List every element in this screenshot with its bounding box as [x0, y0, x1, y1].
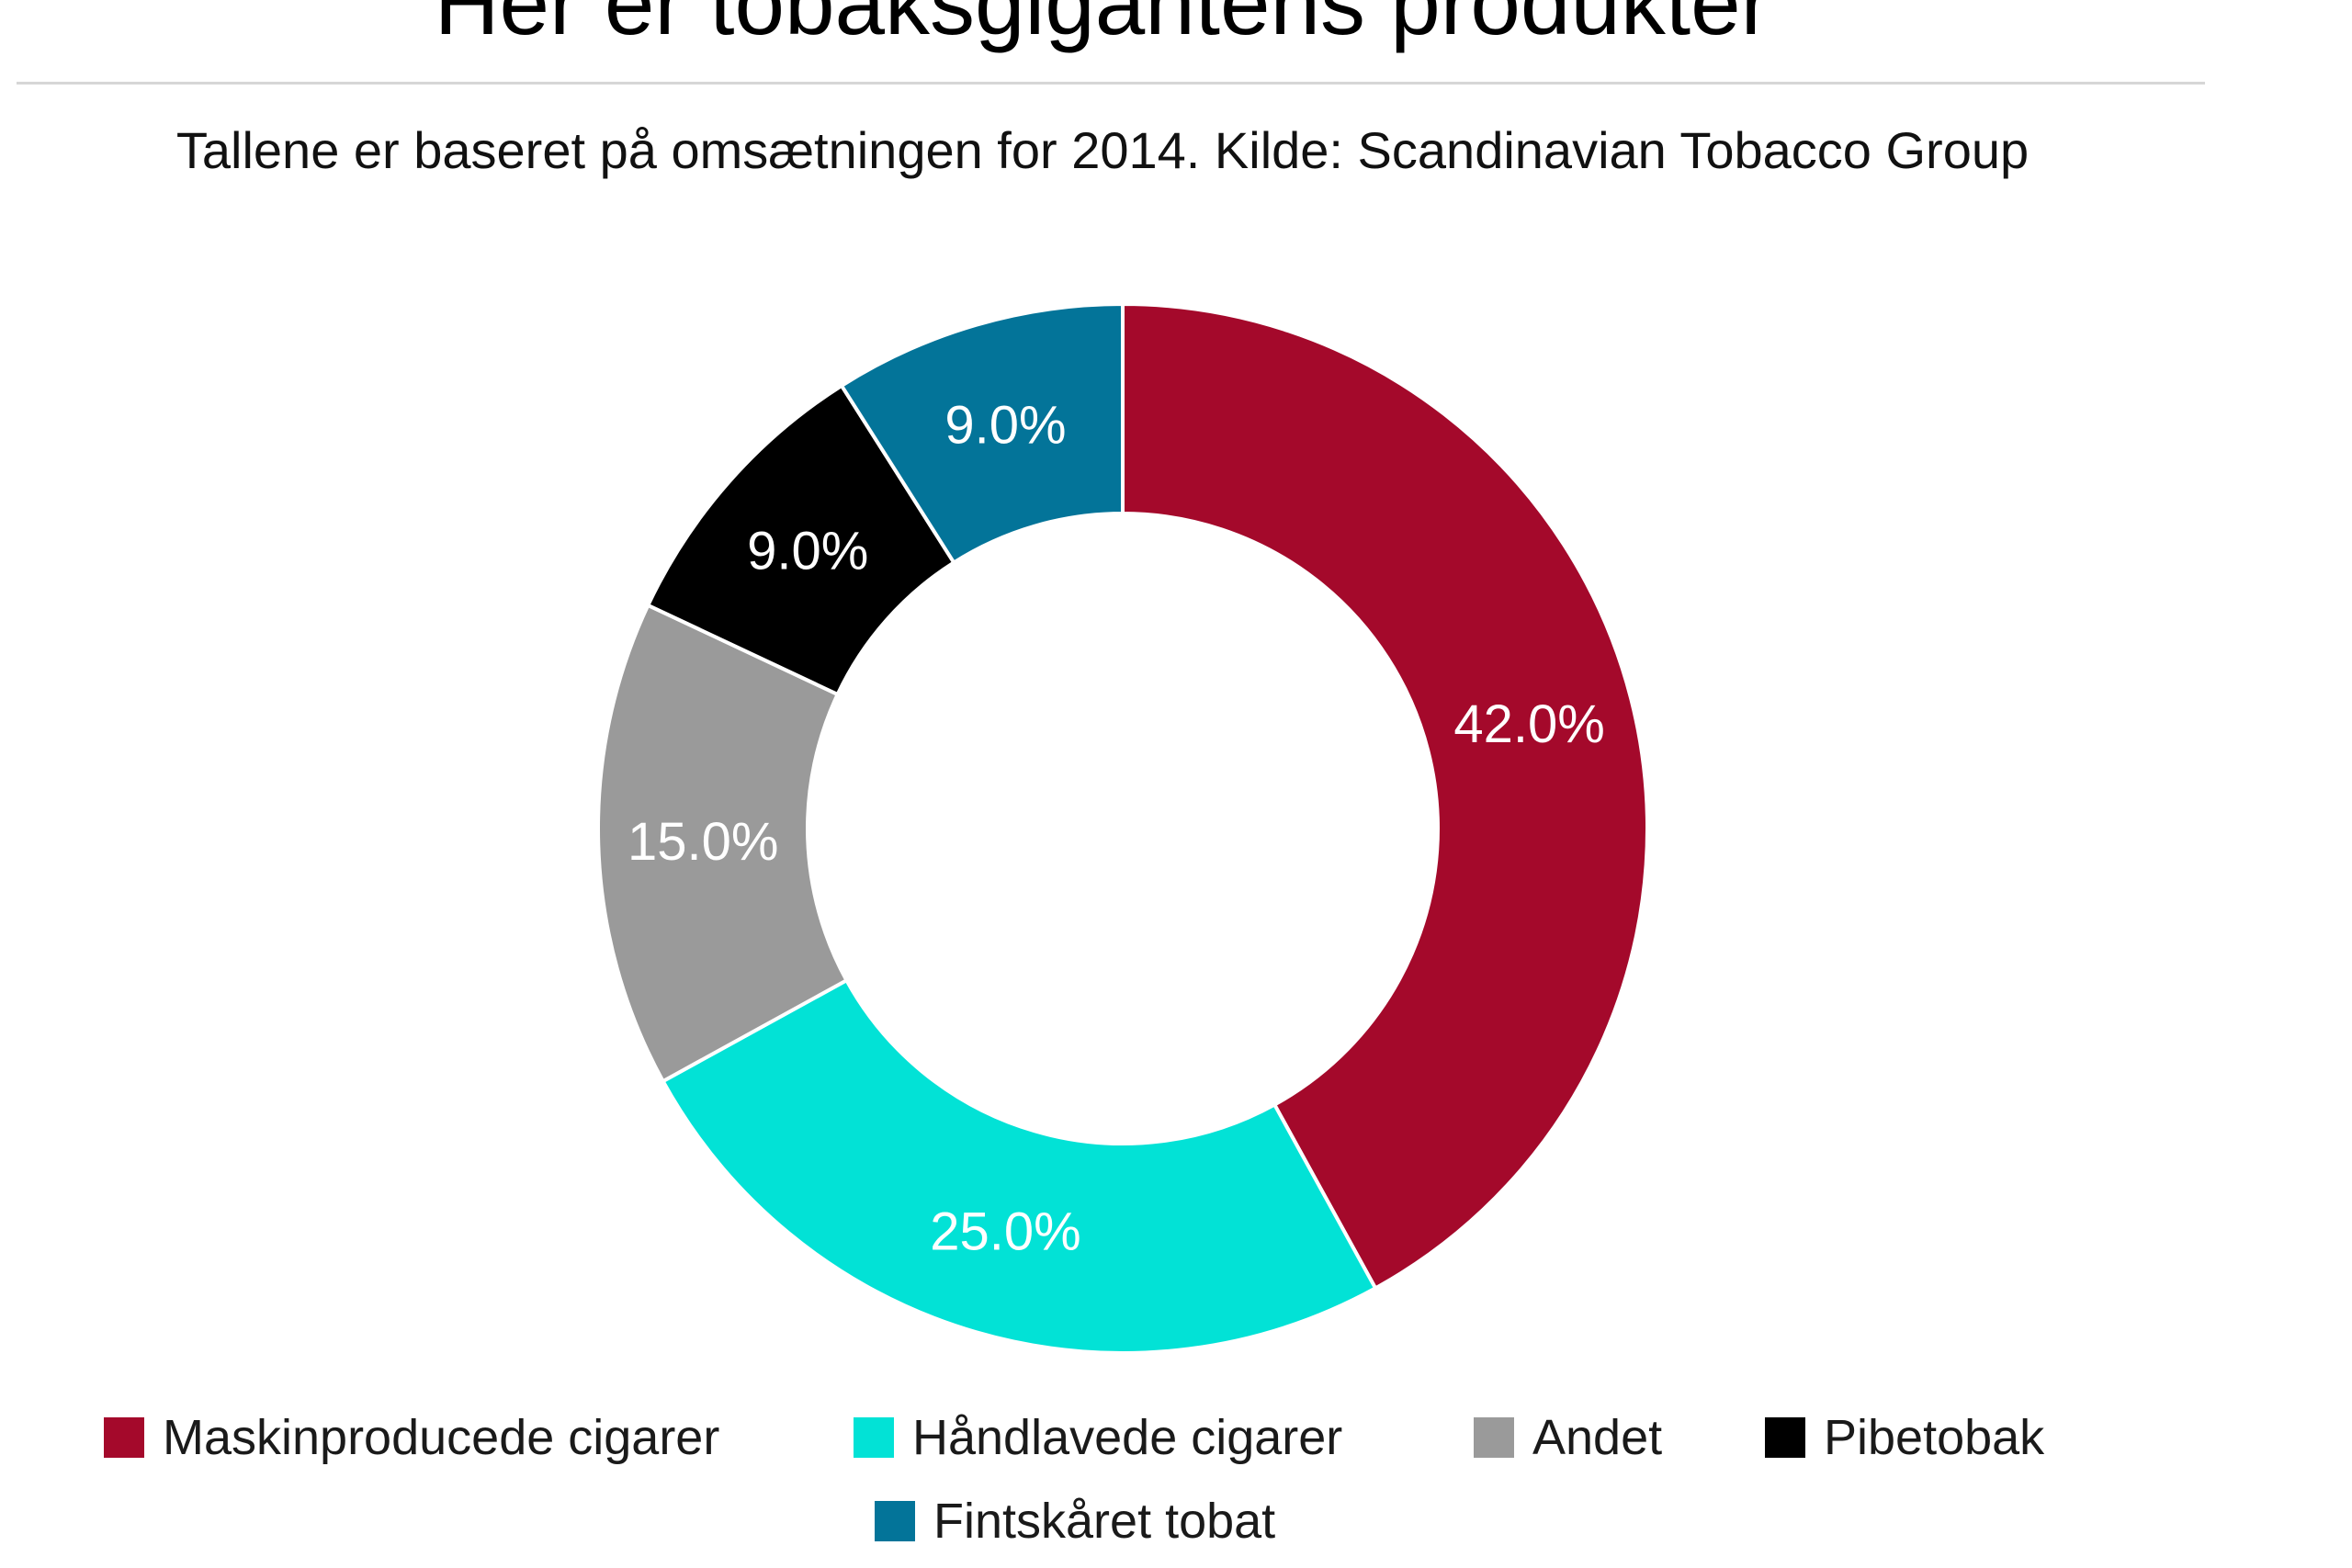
slice-data-label: 42.0% [1453, 694, 1604, 754]
chart-subtitle: Tallene er baseret på omsætningen for 20… [175, 121, 2030, 179]
slice-data-label: 9.0% [944, 396, 1066, 456]
slice-data-label: 9.0% [747, 521, 868, 581]
slice-maskinproducede-cigarer[interactable] [1121, 301, 1649, 1292]
slice-data-label: 15.0% [628, 812, 778, 872]
chart-title: Her er tobaksgigantens produkter [434, 0, 1771, 53]
slice-data-label: 25.0% [930, 1201, 1080, 1261]
title-divider [17, 82, 2205, 85]
slice-andet[interactable] [596, 603, 850, 1084]
slice-h-ndlavede-cigarer[interactable] [660, 977, 1378, 1355]
slice-fintsk-ret-tobat[interactable] [839, 301, 1125, 566]
